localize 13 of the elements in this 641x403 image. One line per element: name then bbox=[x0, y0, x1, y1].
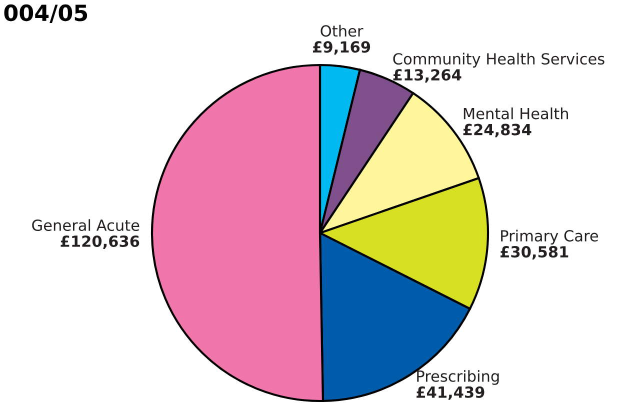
data-label: £13,264 bbox=[393, 69, 462, 83]
slice-label: Prescribing bbox=[417, 370, 499, 385]
slice-label: Mental Health bbox=[464, 108, 568, 120]
slice-label: Primary Care bbox=[501, 230, 598, 245]
data-label: £30,581 bbox=[500, 246, 568, 260]
slice-label: Other bbox=[320, 24, 364, 37]
slice-label: General Acute bbox=[32, 219, 140, 232]
data-label: £120,636 bbox=[60, 235, 140, 249]
slice-label: Community Health Services bbox=[393, 52, 604, 68]
data-label: £24,834 bbox=[463, 124, 532, 138]
data-label: £41,439 bbox=[416, 386, 484, 400]
chart-title: 004/05 bbox=[4, 4, 88, 23]
data-label: £9,169 bbox=[313, 41, 370, 55]
